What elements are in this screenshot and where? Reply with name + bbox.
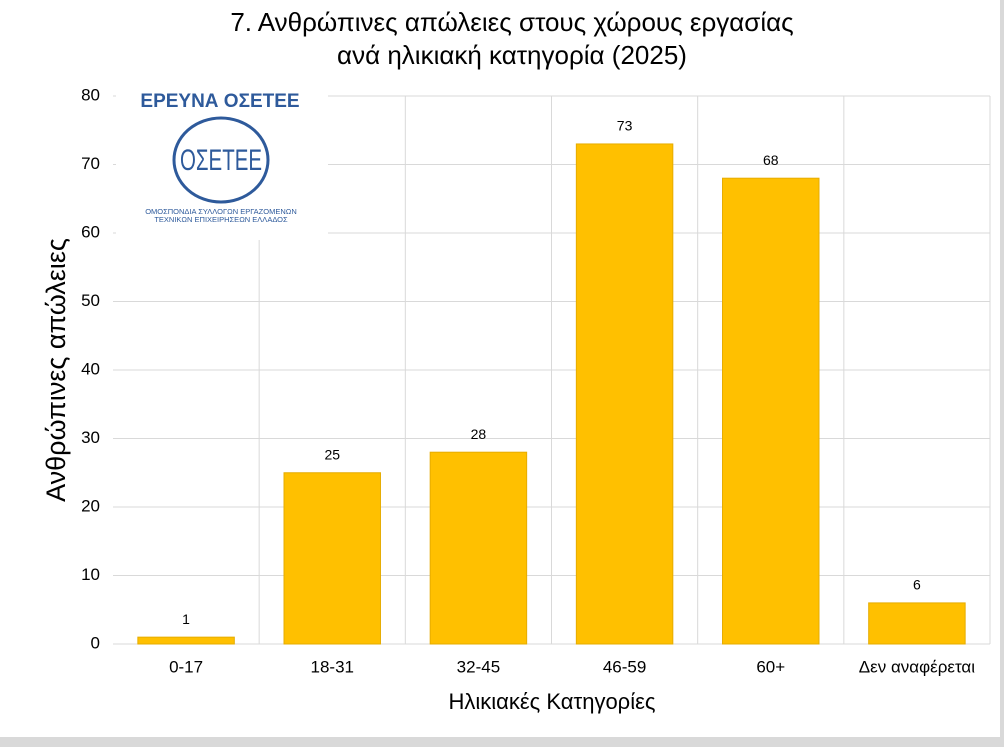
data-label: 6	[913, 577, 921, 593]
x-tick-label: 60+	[756, 657, 785, 676]
bar	[868, 602, 966, 645]
data-label: 73	[617, 118, 633, 134]
logo-ring	[172, 116, 270, 204]
x-tick-label: Δεν αναφέρεται	[859, 657, 975, 676]
bar	[575, 143, 674, 645]
y-tick-label: 30	[81, 428, 100, 447]
data-label: 28	[471, 426, 487, 442]
logo-background	[116, 86, 328, 240]
chart-title: ανά ηλικιακή κατηγορία (2025)	[337, 40, 687, 70]
logo-caption: ΟΜΟΣΠΟΝΔΙΑ ΣΥΛΛΟΓΩΝ ΕΡΓΑΖΟΜΕΝΩΝ	[145, 207, 297, 216]
y-tick-label: 20	[81, 496, 100, 515]
data-label: 1	[182, 611, 190, 627]
bar	[722, 177, 820, 645]
y-tick-label: 10	[81, 565, 100, 584]
bar	[283, 472, 381, 645]
y-tick-label: 70	[81, 154, 100, 173]
x-tick-label: 0-17	[169, 657, 203, 676]
chart-title: 7. Ανθρώπινες απώλειες στους χώρους εργα…	[230, 7, 793, 37]
plot-area: 0 10 20 30 40 50 60 70 80 0-17 1 18-31 25 32-45 28 46-5…	[81, 85, 991, 676]
data-label: 68	[763, 152, 779, 168]
y-tick-label: 80	[81, 85, 100, 104]
y-tick-label: 60	[81, 222, 100, 241]
y-tick-label: 40	[81, 359, 100, 378]
y-tick-label: 0	[91, 633, 100, 652]
logo-heading: ΕΡΕΥΝΑ ΟΣΕΤΕΕ	[140, 91, 299, 112]
bar	[137, 636, 235, 645]
x-tick-label: 32-45	[457, 657, 500, 676]
y-axis-title: Ανθρώπινες απώλειες	[41, 238, 71, 502]
x-tick-label: 18-31	[311, 657, 354, 676]
x-axis-title: Ηλικιακές Κατηγορίες	[448, 689, 655, 714]
logo: ΕΡΕΥΝΑ ΟΣΕΤΕΕ ΟΣΕΤΕΕ ΟΜΟΣΠΟΝΔΙΑ ΣΥΛΛΟΓΩΝ…	[116, 86, 328, 240]
bar	[429, 451, 528, 645]
logo-mark: ΟΣΕΤΕΕ	[180, 144, 262, 177]
logo-caption: ΤΕΧΝΙΚΩΝ ΕΠΙΧΕΙΡΗΣΕΩΝ ΕΛΛΑΔΟΣ	[154, 215, 288, 224]
x-tick-label: 46-59	[603, 657, 646, 676]
y-tick-label: 50	[81, 291, 100, 310]
data-label: 25	[324, 446, 340, 462]
